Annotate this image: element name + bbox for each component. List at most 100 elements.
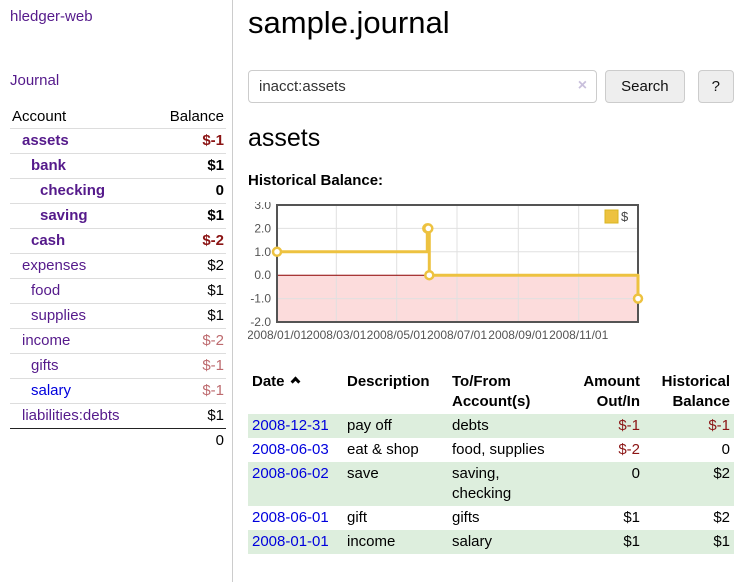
account-link[interactable]: checking bbox=[40, 182, 106, 199]
account-balance: $1 bbox=[151, 403, 226, 429]
account-link[interactable]: expenses bbox=[22, 257, 87, 274]
account-row: saving $1 bbox=[10, 203, 226, 229]
transaction-row: 2008-01-01 income salary $1 $1 bbox=[248, 530, 734, 554]
transaction-accounts-cell: salary bbox=[448, 530, 566, 554]
transaction-amount-cell: $-2 bbox=[618, 441, 640, 458]
account-link[interactable]: gifts bbox=[31, 357, 59, 374]
account-balance: $2 bbox=[151, 253, 226, 279]
main-content: sample.journal × Search ? assets Histori… bbox=[233, 0, 742, 582]
account-row: expenses $2 bbox=[10, 253, 226, 279]
transaction-balance-cell: $2 bbox=[713, 509, 730, 526]
account-row: salary $-1 bbox=[10, 378, 226, 404]
svg-text:2.0: 2.0 bbox=[254, 221, 271, 235]
search-input[interactable] bbox=[248, 70, 598, 103]
balance-chart: 3.0 2.0 1.0 0.0 -1.0 -2.0 2008/01/01 2008/03/01… bbox=[247, 198, 734, 352]
account-balance: $1 bbox=[151, 203, 226, 229]
account-balance: $-2 bbox=[151, 328, 226, 354]
search-button[interactable]: Search bbox=[605, 70, 685, 103]
date-column-header[interactable]: Date bbox=[248, 370, 343, 414]
transaction-amount-cell: $1 bbox=[566, 530, 644, 554]
account-row: checking 0 bbox=[10, 178, 226, 204]
account-link[interactable]: food bbox=[31, 282, 61, 299]
transaction-date-cell: 2008-06-02 bbox=[248, 462, 343, 506]
transaction-accounts-cell: saving, checking bbox=[448, 462, 566, 506]
account-row: bank $1 bbox=[10, 153, 226, 179]
transaction-accounts-cell: gifts bbox=[452, 509, 480, 526]
account-row: assets $-1 bbox=[10, 128, 226, 154]
account-link[interactable]: income bbox=[22, 332, 71, 349]
account-link[interactable]: bank bbox=[31, 157, 67, 174]
clear-search-icon[interactable]: × bbox=[577, 77, 588, 94]
app-title-link[interactable]: hledger-web bbox=[10, 8, 93, 25]
transaction-date-link[interactable]: 2008-06-03 bbox=[252, 441, 329, 458]
transaction-date-cell: 2008-01-01 bbox=[248, 530, 343, 554]
account-balance: $-1 bbox=[151, 378, 226, 404]
account-link[interactable]: supplies bbox=[31, 307, 87, 324]
transaction-date-cell: 2008-06-03 bbox=[248, 438, 343, 462]
transaction-balance-cell: $1 bbox=[644, 530, 734, 554]
accounts-column-header: To/From Account(s) bbox=[452, 373, 531, 410]
transactions-header-row: Date Description To/From Account(s) Amou… bbox=[248, 370, 734, 414]
transaction-date-link[interactable]: 2008-06-02 bbox=[252, 465, 329, 482]
account-link[interactable]: assets bbox=[22, 132, 69, 149]
svg-text:1.0: 1.0 bbox=[254, 245, 271, 259]
svg-text:2008/07/01: 2008/07/01 bbox=[427, 328, 487, 342]
account-link[interactable]: saving bbox=[40, 207, 88, 224]
account-heading: assets bbox=[248, 124, 321, 152]
transaction-accounts-cell: debts bbox=[448, 414, 566, 438]
account-balance: $1 bbox=[151, 153, 226, 179]
transactions-table-body: 2008-12-31 pay off debts $-1 $-1 2008-06-03 ea… bbox=[248, 414, 734, 554]
sort-ascending-icon bbox=[290, 376, 300, 387]
svg-text:2008/03/01: 2008/03/01 bbox=[306, 328, 366, 342]
account-link[interactable]: liabilities:debts bbox=[22, 407, 120, 424]
sidebar-item-journal[interactable]: Journal bbox=[10, 72, 60, 89]
transaction-amount-cell: $-1 bbox=[566, 414, 644, 438]
account-balance: $1 bbox=[151, 278, 226, 304]
accounts-header-row: Account Balance bbox=[10, 105, 226, 129]
total-spacer bbox=[10, 428, 152, 453]
svg-text:-2.0: -2.0 bbox=[250, 315, 271, 329]
sidebar: hledger-web Journal Account Balance asse… bbox=[0, 0, 233, 582]
amount-column-header: Amount Out/In bbox=[583, 373, 640, 410]
transaction-description-cell: save bbox=[343, 462, 448, 506]
search-form: × Search ? bbox=[248, 70, 734, 103]
transaction-date-link[interactable]: 2008-06-01 bbox=[252, 509, 329, 526]
accounts-total-row: 0 bbox=[10, 428, 226, 453]
transaction-row: 2008-06-03 eat & shop food, supplies $-2 0 bbox=[248, 438, 734, 462]
account-link[interactable]: cash bbox=[31, 232, 66, 249]
transaction-description-cell: pay off bbox=[343, 414, 448, 438]
account-row: liabilities:debts $1 bbox=[10, 403, 226, 429]
transaction-description-cell: eat & shop bbox=[347, 441, 419, 458]
transaction-date-link[interactable]: 2008-12-31 bbox=[252, 417, 329, 434]
svg-text:3.0: 3.0 bbox=[254, 202, 271, 212]
account-row: food $1 bbox=[10, 278, 226, 304]
account-column-header: Account bbox=[12, 108, 67, 125]
transactions-table: Date Description To/From Account(s) Amou… bbox=[248, 370, 734, 554]
svg-text:0.0: 0.0 bbox=[254, 268, 271, 282]
help-button[interactable]: ? bbox=[697, 70, 734, 103]
transaction-accounts-cell: food, supplies bbox=[452, 441, 545, 458]
transaction-date-link[interactable]: 2008-01-01 bbox=[252, 533, 329, 550]
account-row: gifts $-1 bbox=[10, 353, 226, 379]
svg-text:2008/09/01: 2008/09/01 bbox=[488, 328, 548, 342]
account-balance: $-1 bbox=[151, 353, 226, 379]
account-balance: $-2 bbox=[151, 228, 226, 254]
accounts-table-body: assets $-1 bank $1 checking 0 saving $1 cash $-2 e… bbox=[10, 128, 226, 429]
svg-text:$: $ bbox=[621, 209, 629, 224]
total-balance: 0 bbox=[151, 428, 226, 453]
svg-text:2008/01/01: 2008/01/01 bbox=[248, 328, 307, 342]
transaction-description-cell: income bbox=[343, 530, 448, 554]
transaction-amount-cell: 0 bbox=[566, 462, 644, 506]
transaction-amount-cell: $1 bbox=[623, 509, 640, 526]
transaction-row: 2008-06-01 gift gifts $1 $2 bbox=[248, 506, 734, 530]
transaction-row: 2008-06-02 save saving, checking 0 $2 bbox=[248, 462, 734, 506]
historical-balance-label: Historical Balance: bbox=[248, 172, 384, 189]
transaction-date-cell: 2008-06-01 bbox=[248, 506, 343, 530]
account-link[interactable]: salary bbox=[31, 382, 72, 399]
account-balance: 0 bbox=[151, 178, 226, 204]
transaction-description-cell: gift bbox=[347, 509, 368, 526]
account-balance: $1 bbox=[151, 303, 226, 329]
description-column-header: Description bbox=[347, 373, 430, 390]
account-row: income $-2 bbox=[10, 328, 226, 354]
